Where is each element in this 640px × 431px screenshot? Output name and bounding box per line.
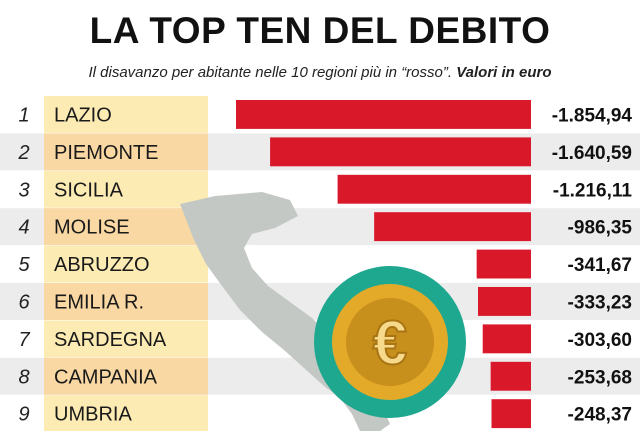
- value-label: -253,68: [568, 367, 632, 388]
- chart-subtitle: Il disavanzo per abitante nelle 10 regio…: [0, 64, 640, 81]
- category-label: PIEMONTE: [54, 142, 158, 164]
- bar: [482, 324, 531, 354]
- category-label-band: [44, 320, 208, 358]
- category-label-band: [44, 96, 208, 133]
- category-label-band: [44, 283, 208, 320]
- value-label: -303,60: [568, 330, 632, 351]
- chart-title: LA TOP TEN DEL DEBITO: [89, 10, 551, 51]
- bar: [476, 249, 531, 279]
- rank-label: 1: [18, 104, 29, 126]
- category-label-band: [44, 170, 208, 208]
- euro-symbol: €: [373, 309, 407, 378]
- value-label: -1.854,94: [552, 105, 633, 126]
- bar: [491, 399, 531, 429]
- bar: [374, 212, 531, 242]
- rank-label: 4: [18, 217, 29, 239]
- category-label-band: [44, 357, 208, 395]
- category-label: UMBRIA: [54, 404, 132, 426]
- category-label: SARDEGNA: [54, 329, 167, 351]
- debt-bar-chart: € 1 LAZIO -1.854,94 2 PIEMONTE -1.640,59 3 SICI…: [0, 96, 640, 431]
- category-label: SICILIA: [54, 179, 124, 201]
- category-label: EMILIA R.: [54, 291, 144, 313]
- category-label-band: [44, 395, 208, 431]
- category-label: MOLISE: [54, 217, 130, 239]
- rank-label: 5: [18, 254, 30, 276]
- bar: [478, 287, 531, 316]
- value-label: -1.640,59: [552, 143, 632, 164]
- rank-label: 3: [18, 179, 29, 201]
- category-label-band: [44, 208, 208, 246]
- value-label: -333,23: [568, 292, 632, 313]
- value-label: -986,35: [568, 218, 633, 239]
- bar: [270, 137, 531, 167]
- rank-label: 8: [18, 366, 29, 388]
- category-label: LAZIO: [54, 104, 112, 126]
- value-label: -341,67: [568, 255, 632, 276]
- rank-label: 7: [18, 329, 30, 351]
- value-label: -1.216,11: [553, 180, 633, 201]
- euro-coin-icon: €: [314, 266, 466, 418]
- rank-label: 2: [17, 142, 29, 164]
- bar: [337, 174, 531, 204]
- rank-label: 6: [18, 291, 30, 313]
- bar: [490, 361, 531, 391]
- rank-label: 9: [18, 404, 29, 426]
- value-label: -248,37: [568, 405, 632, 426]
- category-label-band: [44, 133, 208, 171]
- subtitle-text: Il disavanzo per abitante nelle 10 regio…: [88, 64, 457, 81]
- bar: [236, 100, 531, 129]
- category-label: ABRUZZO: [54, 254, 150, 276]
- subtitle-unit: Valori in euro: [456, 64, 552, 81]
- category-label-band: [44, 245, 208, 283]
- category-label: CAMPANIA: [54, 366, 158, 388]
